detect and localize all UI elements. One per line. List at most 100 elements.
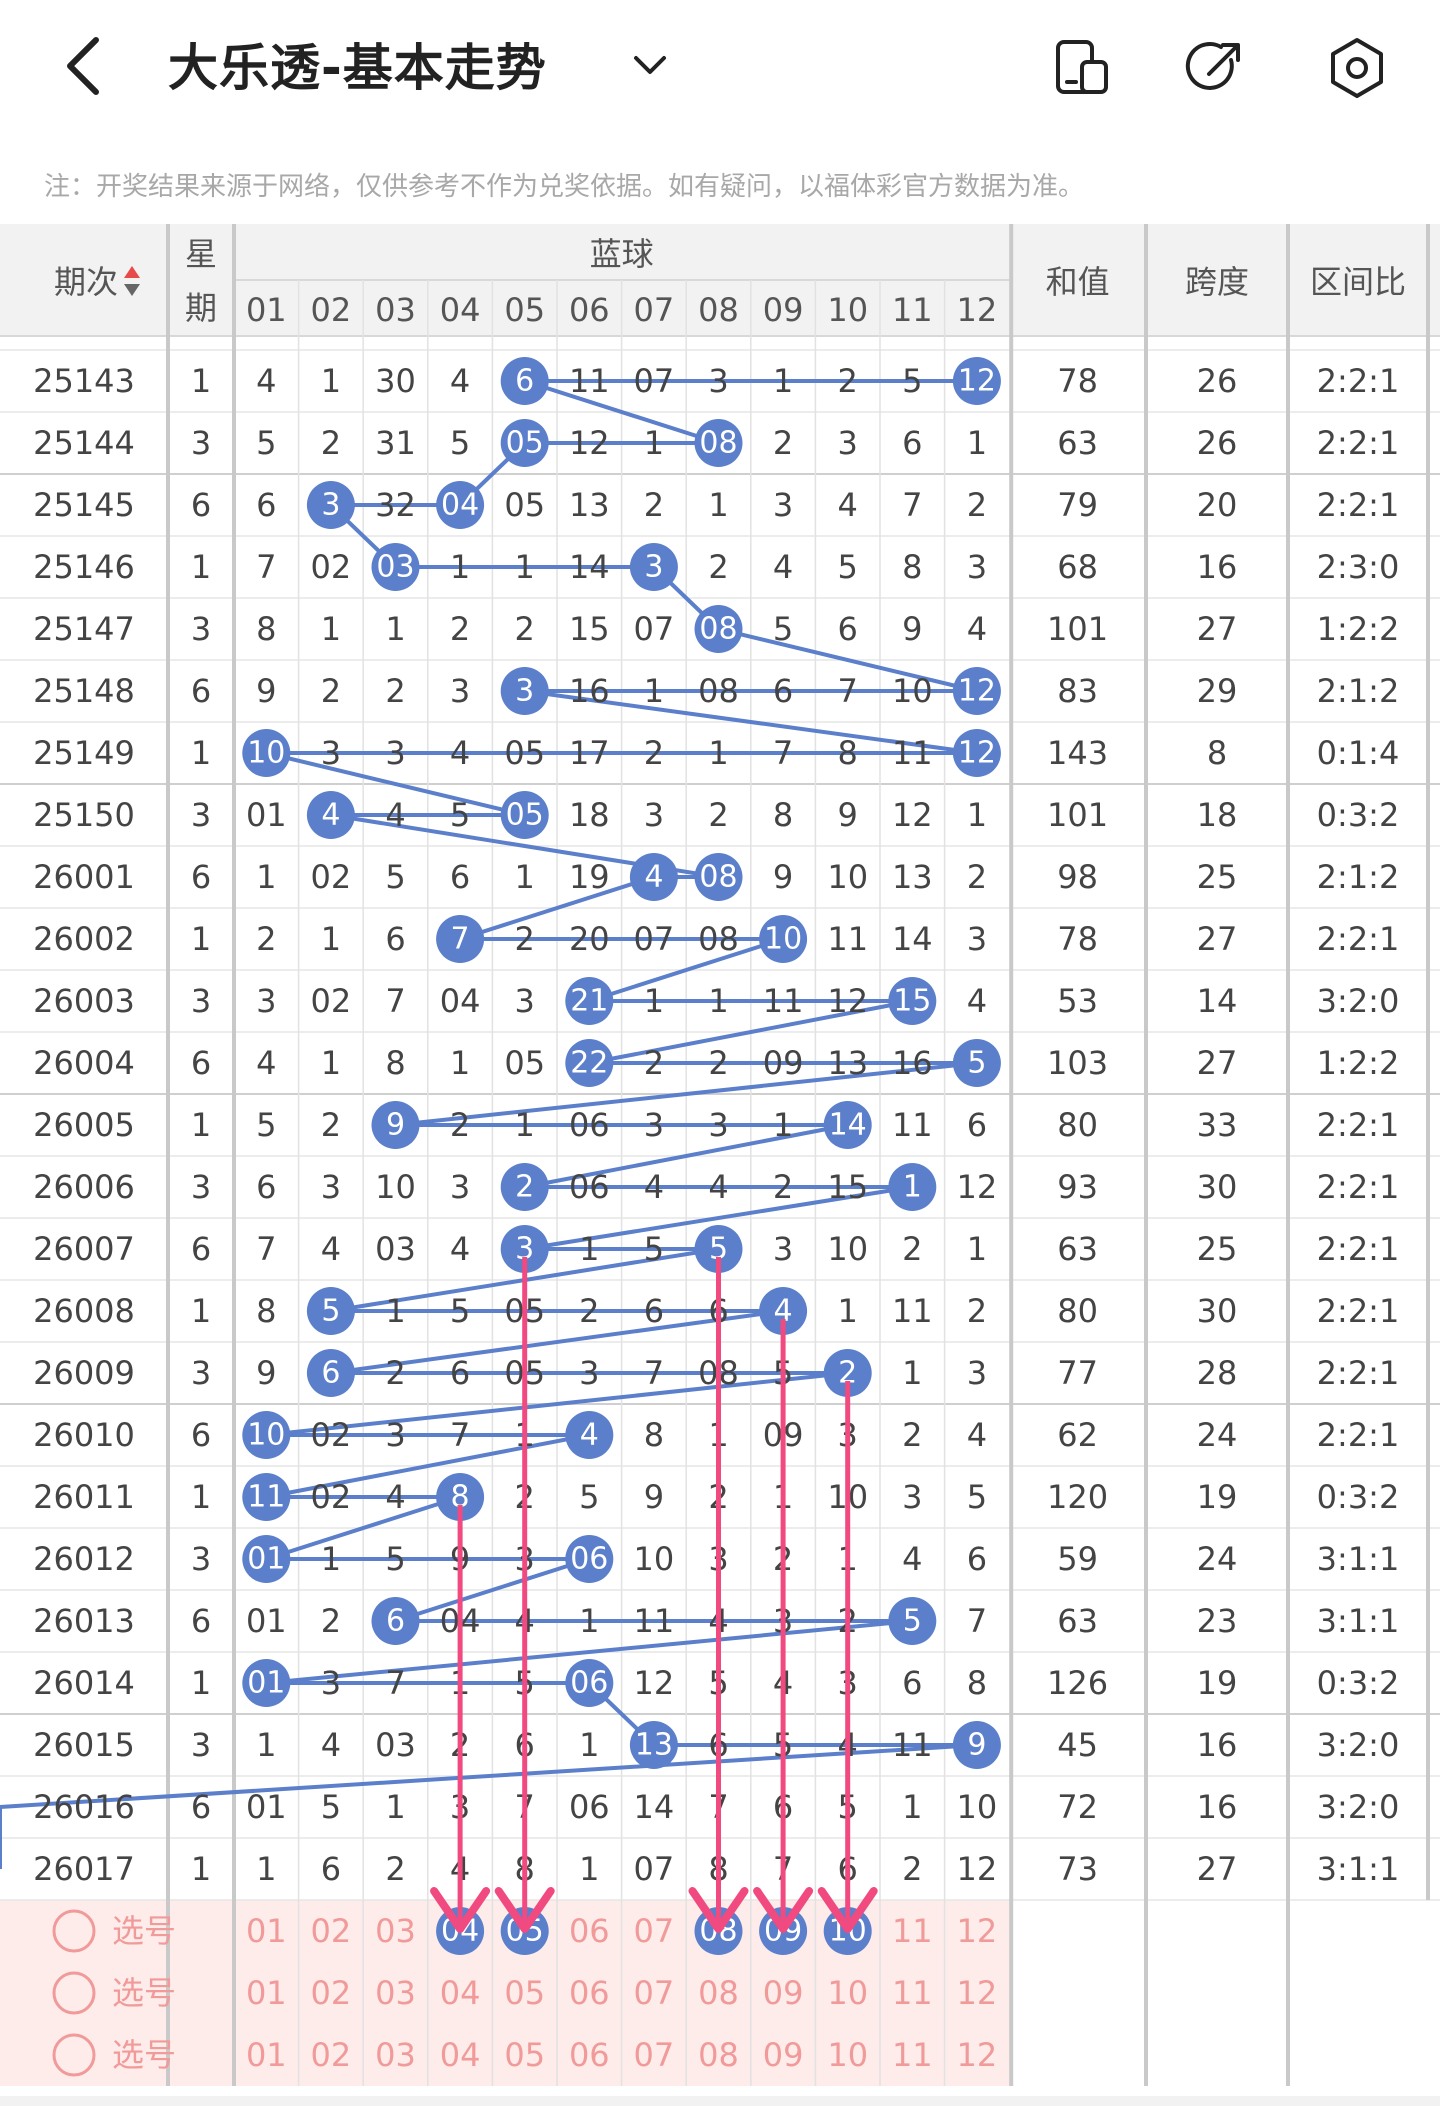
blue-number-header[interactable]: 12 <box>957 291 998 329</box>
omission-value: 6 <box>644 1292 664 1330</box>
issue-number: 26003 <box>33 982 135 1020</box>
select-row-label[interactable]: 选号 <box>112 1974 176 2012</box>
omission-value: 3 <box>256 982 276 1020</box>
omission-value: 3 <box>967 548 987 586</box>
selectable-number[interactable]: 10 <box>827 2036 868 2074</box>
selectable-number[interactable]: 12 <box>957 2036 998 2074</box>
selectable-number[interactable]: 01 <box>246 2036 287 2074</box>
omission-value: 8 <box>773 796 793 834</box>
omission-value: 2 <box>515 610 535 648</box>
selectable-number[interactable]: 06 <box>569 2036 610 2074</box>
issue-number: 26012 <box>33 1540 135 1578</box>
blue-number-header[interactable]: 08 <box>698 291 739 329</box>
select-row-radio[interactable] <box>52 1909 96 1953</box>
selectable-number[interactable]: 07 <box>634 2036 675 2074</box>
blue-number-header[interactable]: 10 <box>827 291 868 329</box>
issue-number: 26005 <box>33 1106 135 1144</box>
selectable-number[interactable]: 09 <box>763 1974 804 2012</box>
span-value: 27 <box>1197 1850 1238 1888</box>
blue-number-header[interactable]: 02 <box>311 291 352 329</box>
sum-value: 45 <box>1057 1726 1098 1764</box>
blue-number-header[interactable]: 09 <box>763 291 804 329</box>
share-icon[interactable] <box>1185 38 1245 98</box>
selectable-number[interactable]: 04 <box>440 1974 481 2012</box>
omission-value: 1 <box>967 1230 987 1268</box>
omission-value: 2 <box>708 1044 728 1082</box>
omission-value: 1 <box>708 982 728 1020</box>
blue-number-header[interactable]: 03 <box>375 291 416 329</box>
selectable-number[interactable]: 01 <box>246 1974 287 2012</box>
back-arrow-icon[interactable] <box>58 32 108 100</box>
selectable-number[interactable]: 02 <box>311 2036 352 2074</box>
selectable-number[interactable]: 10 <box>827 1974 868 2012</box>
blue-ball <box>242 729 291 777</box>
omission-value: 03 <box>375 1726 416 1764</box>
disclaimer-notice: 注：开奖结果来源于网络，仅供参考不作为兑奖依据。如有疑问，以福体彩官方数据为准。 <box>44 172 1085 202</box>
selectable-number[interactable]: 06 <box>569 1912 610 1950</box>
phone-layout-icon[interactable] <box>1052 38 1112 98</box>
selectable-number[interactable]: 09 <box>763 2036 804 2074</box>
sum-value: 101 <box>1047 610 1108 648</box>
settings-icon[interactable] <box>1326 36 1388 100</box>
omission-value: 9 <box>773 858 793 896</box>
omission-value: 2 <box>644 734 664 772</box>
omission-value: 7 <box>256 1230 276 1268</box>
selectable-number[interactable]: 03 <box>375 1974 416 2012</box>
selectable-number[interactable]: 11 <box>892 1912 933 1950</box>
selectable-number[interactable]: 03 <box>375 2036 416 2074</box>
select-row-radio[interactable] <box>52 1971 96 2015</box>
span-value: 19 <box>1197 1478 1238 1516</box>
select-row-label[interactable]: 选号 <box>112 1912 176 1950</box>
selectable-number[interactable]: 07 <box>634 1974 675 2012</box>
sort-down-icon[interactable] <box>124 284 140 296</box>
blue-ball-number: 06 <box>570 1666 608 1701</box>
selectable-number[interactable]: 05 <box>504 2036 545 2074</box>
span-value: 20 <box>1197 486 1238 524</box>
selectable-number[interactable]: 06 <box>569 1974 610 2012</box>
blue-number-header[interactable]: 11 <box>892 291 933 329</box>
selectable-number[interactable]: 07 <box>634 1912 675 1950</box>
blue-number-header[interactable]: 04 <box>440 291 481 329</box>
blue-ball-number: 08 <box>699 612 737 647</box>
select-row-label[interactable]: 选号 <box>112 2036 176 2074</box>
selectable-number[interactable]: 12 <box>957 1974 998 2012</box>
omission-value: 1 <box>321 1044 341 1082</box>
omission-value: 6 <box>321 1850 341 1888</box>
omission-value: 08 <box>698 672 739 710</box>
select-row-radio[interactable] <box>52 2033 96 2077</box>
selectable-number[interactable]: 11 <box>892 2036 933 2074</box>
blue-number-header[interactable]: 01 <box>246 291 287 329</box>
omission-value: 7 <box>644 1354 664 1392</box>
ratio-value: 3:1:1 <box>1317 1602 1400 1640</box>
sort-up-icon[interactable] <box>124 266 140 278</box>
blue-group-header: 蓝球 <box>590 235 654 273</box>
blue-number-header[interactable]: 06 <box>569 291 610 329</box>
selectable-number[interactable]: 01 <box>246 1912 287 1950</box>
selectable-number[interactable]: 05 <box>504 1974 545 2012</box>
weekday-value: 6 <box>191 1788 211 1826</box>
chevron-down-icon[interactable] <box>630 52 670 80</box>
selectable-number[interactable]: 03 <box>375 1912 416 1950</box>
omission-value: 10 <box>375 1168 416 1206</box>
blue-ball-number: 7 <box>451 922 470 957</box>
omission-value: 1 <box>256 1850 276 1888</box>
selectable-number[interactable]: 04 <box>440 2036 481 2074</box>
selectable-number[interactable]: 11 <box>892 1974 933 2012</box>
blue-ball <box>952 1039 1001 1087</box>
omission-value: 7 <box>385 1664 405 1702</box>
trend-line-segment <box>330 1309 784 1375</box>
selectable-number[interactable]: 12 <box>957 1912 998 1950</box>
omission-value: 6 <box>385 920 405 958</box>
blue-ball <box>436 915 485 963</box>
issue-header[interactable]: 期次 <box>54 263 118 301</box>
page-title[interactable]: 大乐透-基本走势 <box>168 39 547 97</box>
omission-value: 2 <box>321 1106 341 1144</box>
selectable-number[interactable]: 02 <box>311 1912 352 1950</box>
selectable-number[interactable]: 08 <box>698 1974 739 2012</box>
selectable-number[interactable]: 02 <box>311 1974 352 2012</box>
sum-header: 和值 <box>1046 263 1110 301</box>
omission-value: 2 <box>385 1850 405 1888</box>
selectable-number[interactable]: 08 <box>698 2036 739 2074</box>
blue-number-header[interactable]: 07 <box>634 291 675 329</box>
blue-number-header[interactable]: 05 <box>504 291 545 329</box>
